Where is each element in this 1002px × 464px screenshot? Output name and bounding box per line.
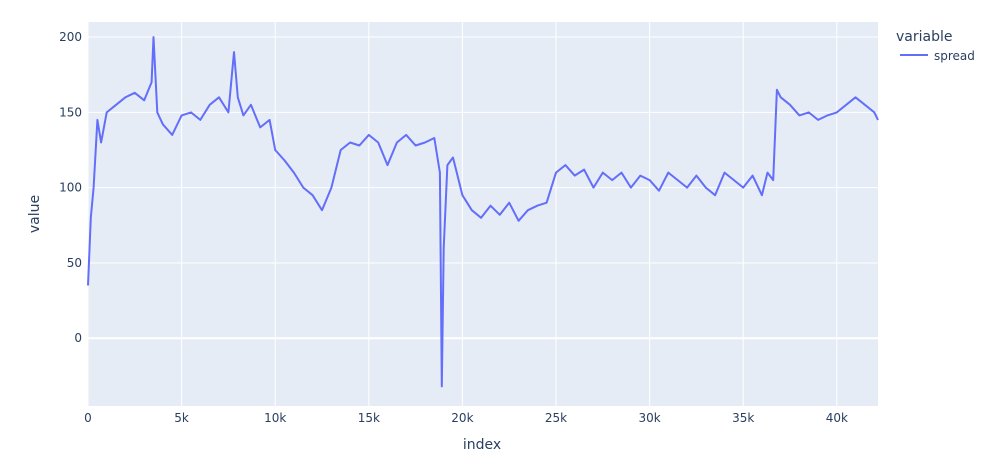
x-tick-label: 20k bbox=[451, 411, 473, 425]
gridlines bbox=[87, 22, 878, 406]
legend-entry-label: spread bbox=[934, 49, 975, 63]
y-tick-label: 150 bbox=[59, 105, 82, 119]
series-layer bbox=[87, 36, 879, 388]
series-line-spread[interactable] bbox=[87, 36, 879, 388]
x-tick-label: 15k bbox=[358, 411, 380, 425]
legend: variable spread bbox=[896, 29, 975, 63]
tick-labels: 0 5k 10k 15k 20k 25k 30k 35k 40k 0 50 100 150 200 bbox=[59, 30, 848, 425]
x-tick-label: 40k bbox=[826, 411, 848, 425]
y-axis-label: value bbox=[27, 195, 43, 233]
legend-title: variable bbox=[896, 29, 952, 45]
x-tick-label: 25k bbox=[545, 411, 567, 425]
y-tick-label: 100 bbox=[59, 181, 82, 195]
y-tick-label: 200 bbox=[59, 30, 82, 44]
y-tick-label: 50 bbox=[67, 256, 82, 270]
legend-item-spread[interactable]: spread bbox=[900, 49, 975, 63]
x-tick-label: 35k bbox=[732, 411, 754, 425]
y-tick-label: 0 bbox=[74, 331, 82, 345]
x-tick-label: 5k bbox=[174, 411, 189, 425]
x-tick-label: 10k bbox=[264, 411, 286, 425]
x-tick-label: 0 bbox=[84, 411, 92, 425]
x-axis-label: index bbox=[463, 437, 501, 453]
x-tick-label: 30k bbox=[639, 411, 661, 425]
